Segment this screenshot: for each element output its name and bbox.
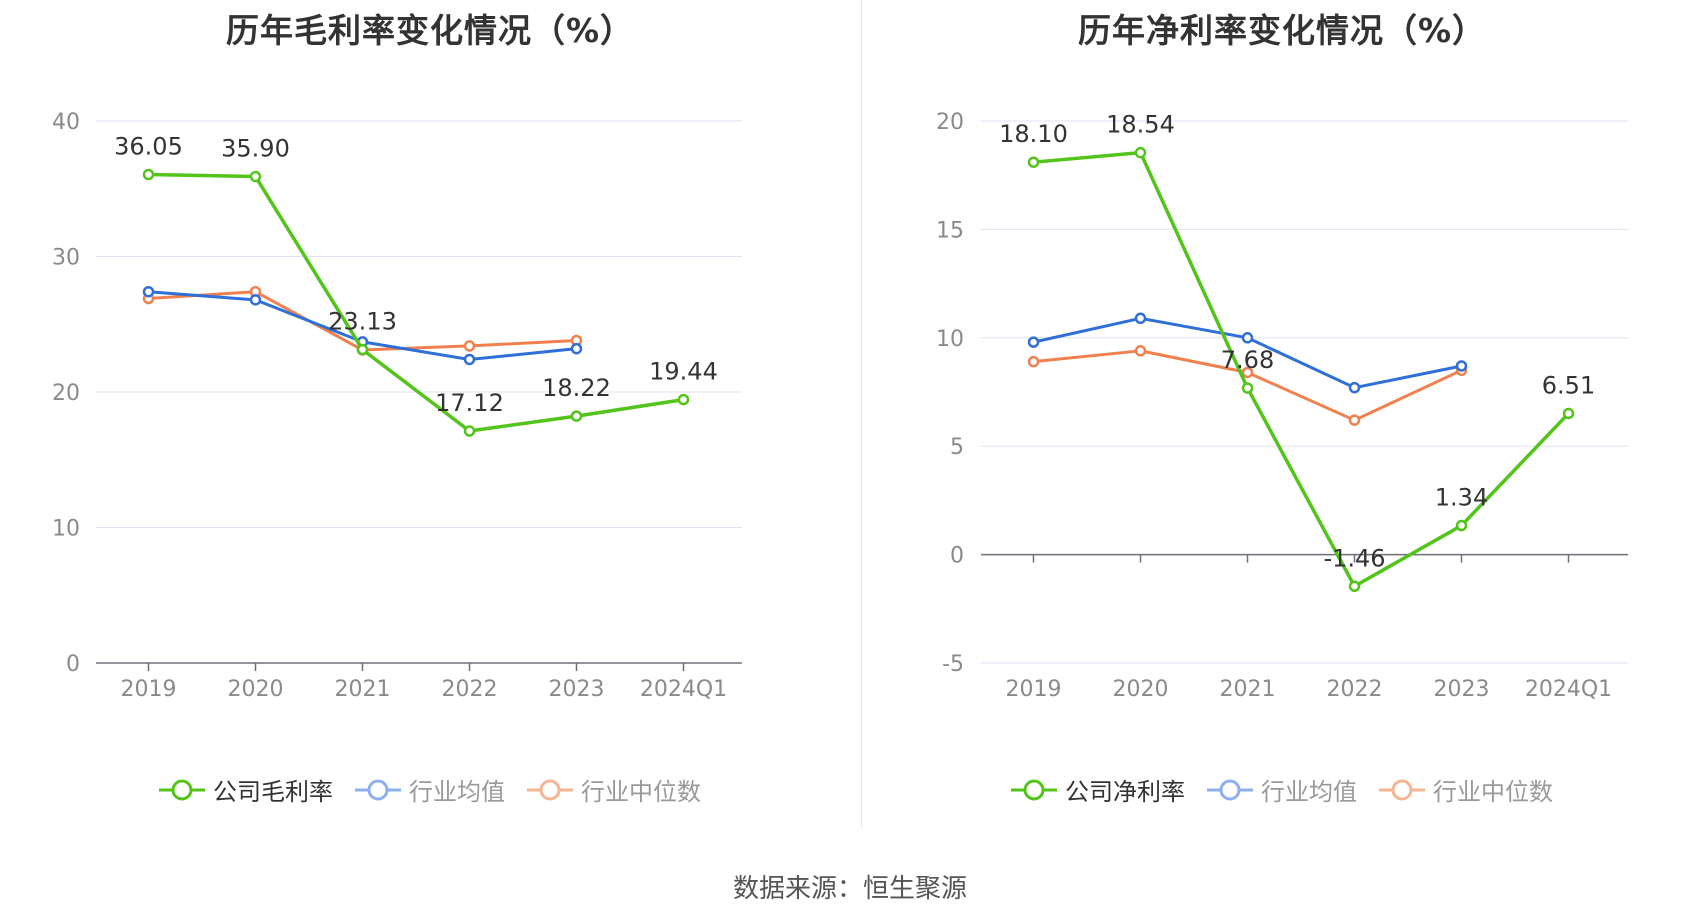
data-point xyxy=(1348,381,1361,394)
data-label: 36.05 xyxy=(114,133,183,161)
net-margin-plot: -5 0 5 10 15 20 2019 2020 2021 2022 2023 2024Q1 18.1… xyxy=(936,110,1628,702)
data-point xyxy=(570,342,583,355)
data-label: 18.10 xyxy=(999,120,1068,148)
y-tick-label: 10 xyxy=(936,327,964,352)
legend: 公司毛利率 行业均值 行业中位数 xyxy=(0,772,860,807)
y-tick-label: -5 xyxy=(942,652,964,677)
x-tick-label: 2021 xyxy=(335,677,391,702)
y-tick-label: 5 xyxy=(950,435,964,460)
y-tick-label: 30 xyxy=(52,246,80,271)
data-point xyxy=(1455,519,1468,532)
data-point xyxy=(1134,312,1147,325)
x-tick-label: 2023 xyxy=(1434,677,1490,702)
x-tick-label: 2022 xyxy=(1327,677,1383,702)
legend-label: 公司净利率 xyxy=(1065,778,1185,806)
data-point xyxy=(570,410,583,422)
data-label: 35.90 xyxy=(221,135,290,163)
data-label: 18.54 xyxy=(1106,111,1175,139)
legend-marker-icon xyxy=(1207,779,1253,800)
data-point xyxy=(1348,414,1361,426)
data-label: 18.22 xyxy=(542,374,611,402)
data-point xyxy=(1027,336,1040,348)
data-point xyxy=(1455,360,1468,372)
data-point xyxy=(1348,580,1361,593)
series-line xyxy=(148,172,684,433)
legend-marker-icon xyxy=(355,779,401,800)
data-point xyxy=(1027,156,1040,168)
data-source: 数据来源：恒生聚源 xyxy=(732,874,967,904)
data-point xyxy=(1027,355,1040,368)
data-point xyxy=(677,393,690,406)
x-tick-label: 2020 xyxy=(228,677,284,702)
legend-label: 公司毛利率 xyxy=(213,778,333,806)
y-tick-label: 20 xyxy=(936,110,964,135)
data-point xyxy=(1241,332,1254,344)
gross-margin-plot: 0 10 20 30 40 2019 2020 2021 2022 2023 2024Q1 36.05… xyxy=(52,110,742,702)
data-point xyxy=(1562,407,1575,420)
data-label: 17.12 xyxy=(435,389,504,417)
series-line xyxy=(1033,150,1570,589)
x-tick-label: 2024Q1 xyxy=(640,677,727,702)
legend-label: 行业中位数 xyxy=(581,778,701,806)
y-tick-label: 20 xyxy=(52,381,80,406)
y-tick-label: 0 xyxy=(66,652,80,677)
data-label: 7.68 xyxy=(1221,346,1274,374)
data-point xyxy=(142,168,155,181)
chart-title: 历年毛利率变化情况（%） xyxy=(225,11,635,50)
net-margin-chart: 历年净利率变化情况（%） -5 0 5 10 15 20 2019 2020 2021 2022 2… xyxy=(864,0,1700,830)
data-label: 1.34 xyxy=(1435,484,1488,512)
x-tick-label: 2021 xyxy=(1220,677,1276,702)
legend-industry-median[interactable]: 行业中位数 xyxy=(1379,772,1553,807)
y-tick-label: 40 xyxy=(52,110,80,135)
legend-marker-icon xyxy=(159,779,205,800)
data-point xyxy=(142,285,155,298)
legend-industry-average[interactable]: 行业均值 xyxy=(1207,772,1357,807)
data-label: 23.13 xyxy=(328,308,397,336)
legend-marker-icon xyxy=(527,779,573,800)
data-point xyxy=(1241,382,1254,394)
legend-marker-icon xyxy=(1011,779,1057,800)
data-label: 6.51 xyxy=(1542,371,1595,399)
x-tick-label: 2019 xyxy=(121,677,177,702)
data-point xyxy=(249,170,262,183)
x-tick-label: 2019 xyxy=(1006,677,1062,702)
legend-industry-median[interactable]: 行业中位数 xyxy=(527,772,701,807)
data-label: 19.44 xyxy=(649,358,718,386)
x-tick-label: 2022 xyxy=(442,677,498,702)
data-point xyxy=(463,353,476,366)
data-point xyxy=(463,425,476,437)
data-point xyxy=(463,340,476,352)
data-point xyxy=(356,343,369,356)
x-tick-label: 2020 xyxy=(1113,677,1169,702)
legend-label: 行业均值 xyxy=(409,778,505,806)
x-tick-label: 2023 xyxy=(549,677,605,702)
legend-company-net-margin[interactable]: 公司净利率 xyxy=(1011,772,1185,807)
legend-label: 行业中位数 xyxy=(1433,778,1553,806)
y-tick-label: 0 xyxy=(950,544,964,569)
x-tick-label: 2024Q1 xyxy=(1525,677,1612,702)
legend-industry-average[interactable]: 行业均值 xyxy=(355,772,505,807)
y-tick-label: 10 xyxy=(52,517,80,542)
legend-company-gross-margin[interactable]: 公司毛利率 xyxy=(159,772,333,807)
y-tick-label: 15 xyxy=(936,218,964,243)
legend: 公司净利率 行业均值 行业中位数 xyxy=(864,772,1700,807)
chart-title: 历年净利率变化情况（%） xyxy=(1077,11,1487,50)
panel-divider xyxy=(861,0,862,828)
data-point xyxy=(1134,345,1147,357)
legend-label: 行业均值 xyxy=(1261,778,1357,806)
data-label: -1.46 xyxy=(1323,544,1385,572)
legend-marker-icon xyxy=(1379,779,1425,800)
gross-margin-chart: 历年毛利率变化情况（%） 0 10 20 30 40 2019 2020 2021 2022 20… xyxy=(0,0,860,830)
data-point xyxy=(1134,146,1147,159)
data-point xyxy=(249,294,262,306)
data-point xyxy=(1241,366,1254,379)
